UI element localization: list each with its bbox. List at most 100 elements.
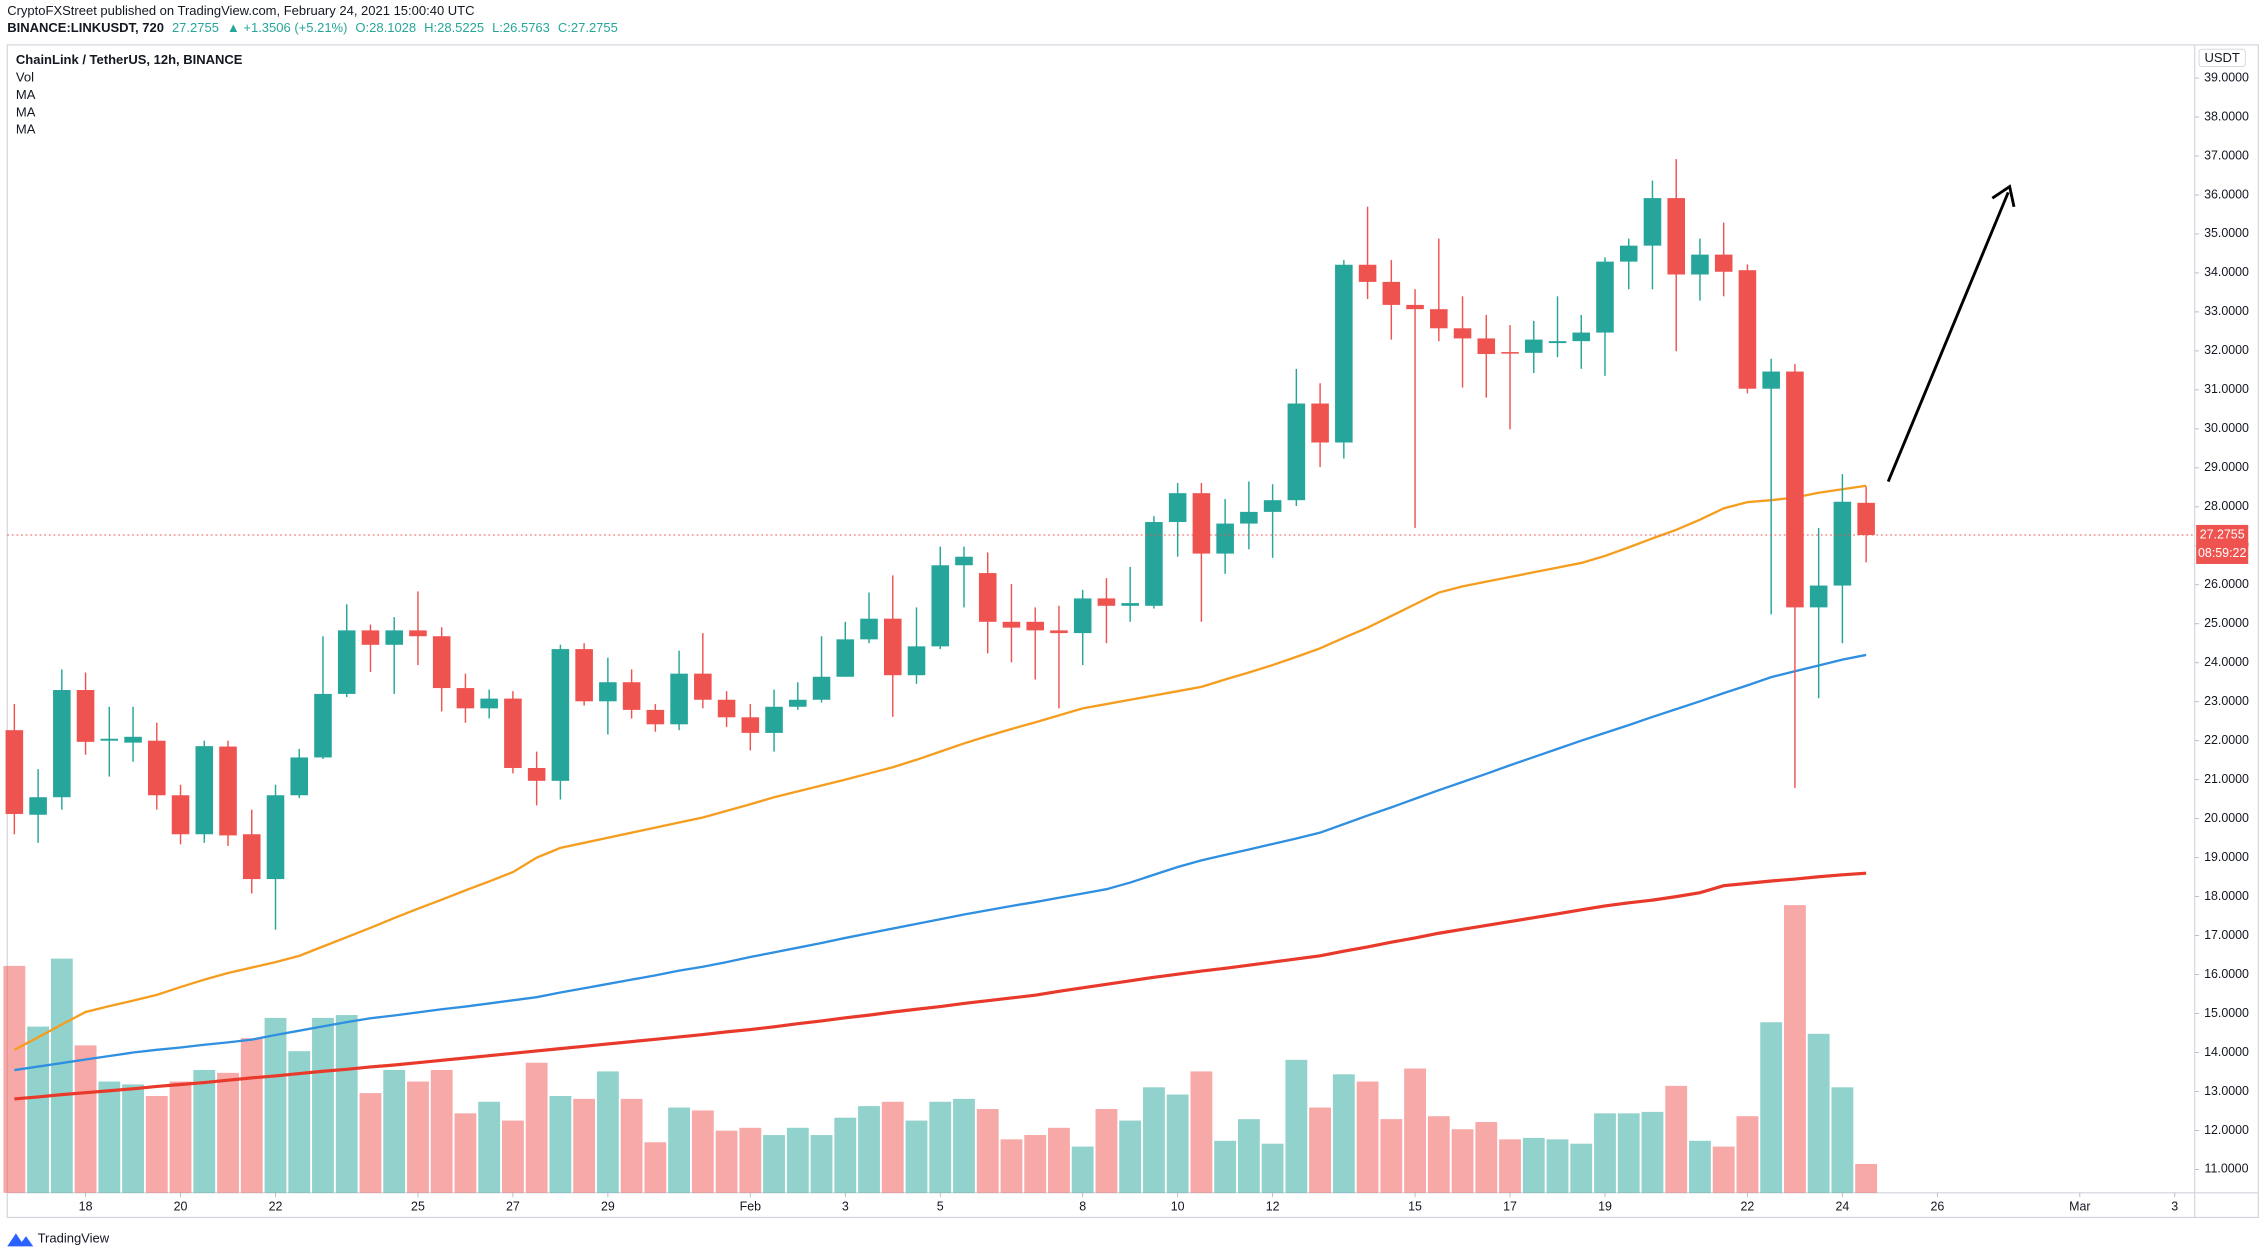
candle-body	[931, 565, 950, 647]
ma-line	[14, 871, 1867, 1101]
candle-body	[1145, 522, 1163, 606]
candle	[1050, 605, 1068, 709]
candle	[409, 591, 427, 666]
candle	[694, 633, 712, 709]
volume-bar	[501, 1120, 524, 1193]
candle-body	[1287, 403, 1306, 501]
volume-bar	[1712, 1146, 1735, 1193]
x-tick-label: 20	[174, 1200, 188, 1214]
y-tick-label: 29.0000	[2204, 460, 2249, 474]
volume-bar	[1404, 1068, 1426, 1193]
volume-bar	[1783, 905, 1806, 1193]
volume-bar	[1000, 1139, 1023, 1193]
candle	[717, 691, 736, 728]
volume-bar	[50, 958, 73, 1193]
volume-bar	[1475, 1122, 1498, 1193]
branding: TradingView	[7, 1231, 110, 1247]
candle-body	[694, 673, 712, 700]
volume-bar	[691, 1110, 714, 1193]
x-tick-label: 3	[842, 1200, 849, 1214]
y-tick-label: 25.0000	[2204, 616, 2249, 630]
candle	[1596, 257, 1614, 376]
legend-ma: MA	[16, 122, 36, 137]
volume-bar	[74, 1045, 97, 1193]
volume-bar	[1356, 1081, 1379, 1193]
candle-body	[1833, 501, 1852, 586]
candle	[1762, 358, 1780, 615]
y-tick-label: 39.0000	[2204, 70, 2249, 84]
candle	[1643, 180, 1662, 290]
candle-body	[53, 690, 71, 798]
volume-bar	[1807, 1033, 1830, 1193]
volume-bar	[1142, 1087, 1165, 1193]
volume-bar	[834, 1117, 857, 1193]
candle	[812, 636, 831, 703]
symbol: BINANCE:LINKUSDT, 720	[7, 20, 164, 35]
candle-body	[242, 834, 261, 880]
candle	[1145, 516, 1163, 609]
candle	[1477, 315, 1496, 398]
legend-ma: MA	[16, 104, 36, 119]
candle-body	[1762, 371, 1780, 389]
candle-body	[1691, 254, 1709, 275]
candle-body	[1596, 261, 1614, 333]
candle-body	[266, 795, 285, 880]
volume-bar	[1665, 1085, 1688, 1193]
x-tick-label: 3	[2171, 1200, 2178, 1214]
volume-bar	[478, 1101, 501, 1193]
candle	[1406, 289, 1424, 528]
candle-body	[1050, 630, 1068, 634]
candle-body	[717, 699, 736, 718]
candle	[148, 722, 166, 810]
candle-body	[219, 746, 237, 836]
candle	[195, 740, 214, 843]
candle-body	[1809, 585, 1828, 608]
candle	[1097, 578, 1116, 644]
candle-body	[1572, 332, 1591, 342]
candle	[385, 617, 403, 694]
y-tick-label: 19.0000	[2204, 850, 2249, 864]
volume-bar	[335, 1015, 358, 1193]
candle-body	[812, 676, 831, 700]
volume-bar	[3, 965, 26, 1193]
volume-bar	[27, 1026, 50, 1193]
candle-body	[551, 649, 570, 781]
volume-bar	[549, 1095, 572, 1193]
candle-body	[1477, 338, 1496, 355]
candle	[124, 706, 142, 762]
candle-body	[504, 698, 522, 768]
volume-bar	[288, 1051, 311, 1193]
candle-body	[1548, 341, 1567, 344]
candle	[599, 657, 617, 735]
volume-bar	[1048, 1127, 1070, 1193]
volume-bar	[1617, 1113, 1640, 1193]
candle-body	[148, 740, 166, 796]
x-tick-label: 25	[411, 1200, 425, 1214]
y-tick-label: 16.0000	[2204, 967, 2249, 981]
candle	[1738, 264, 1757, 394]
candle-body	[646, 709, 665, 725]
y-tick-label: 18.0000	[2204, 889, 2249, 903]
candle-body	[575, 649, 593, 702]
volume-bar	[169, 1081, 192, 1193]
x-tick-label: 26	[1930, 1200, 1944, 1214]
candle	[1619, 238, 1638, 290]
volume-bar	[1736, 1116, 1759, 1193]
ma-line	[13, 484, 1867, 1051]
volume-bar	[1214, 1140, 1237, 1193]
candles	[5, 159, 1875, 930]
volume-bar	[739, 1127, 762, 1193]
candle	[741, 704, 760, 751]
unit-box	[2198, 48, 2246, 68]
candle-body	[622, 682, 641, 710]
candle-body	[76, 690, 95, 742]
volume-bar	[1831, 1087, 1854, 1193]
candle	[1809, 527, 1828, 699]
volume-bar	[1332, 1074, 1355, 1193]
candle-body	[741, 717, 760, 733]
candle	[1026, 607, 1044, 680]
candle-body	[1121, 603, 1139, 606]
volume-bar	[98, 1081, 121, 1193]
volume-bar	[1309, 1107, 1332, 1193]
volume-bar	[596, 1071, 619, 1193]
